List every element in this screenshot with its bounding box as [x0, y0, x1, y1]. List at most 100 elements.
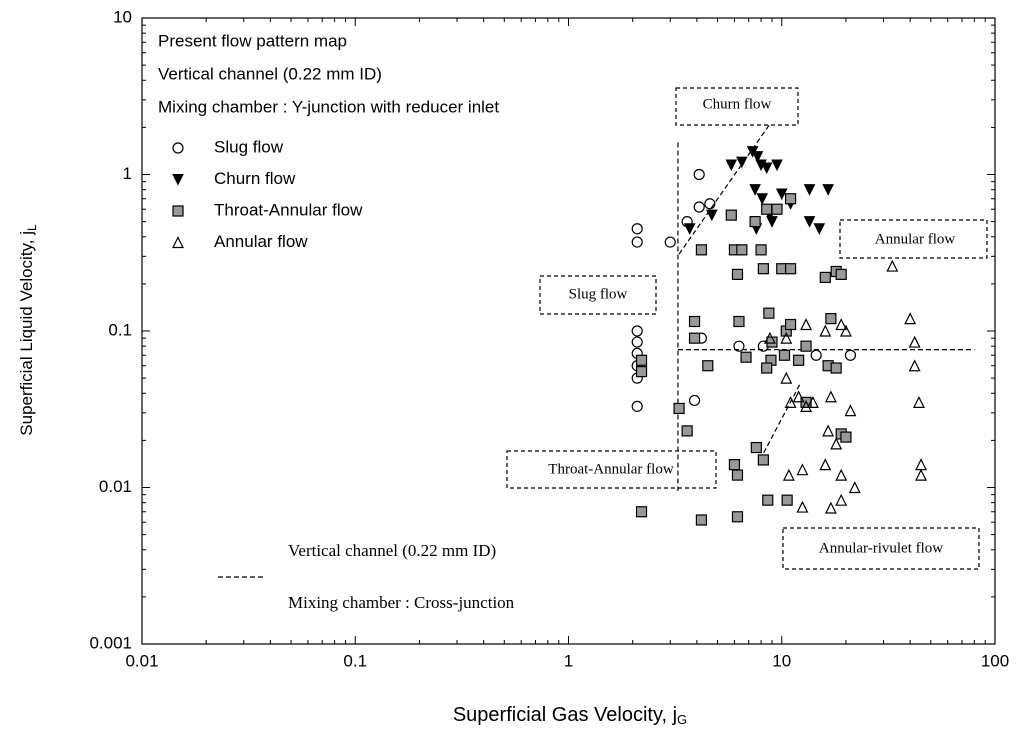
point	[835, 493, 848, 506]
point	[908, 335, 921, 348]
point	[731, 511, 744, 523]
point	[835, 268, 847, 280]
point	[781, 494, 793, 506]
point	[733, 315, 745, 328]
point	[904, 312, 917, 325]
point	[844, 349, 857, 361]
point	[725, 209, 737, 221]
point	[793, 354, 805, 366]
dashed-legend-text: Vertical channel (0.22 mm ID)	[288, 541, 496, 560]
point	[771, 159, 783, 172]
point	[172, 142, 184, 154]
point	[757, 263, 769, 275]
point	[778, 349, 791, 361]
point	[784, 193, 797, 205]
y-axis-label-sub: L	[25, 224, 39, 231]
point	[763, 331, 776, 344]
point	[725, 159, 738, 172]
point	[803, 216, 816, 228]
point	[635, 354, 648, 366]
region-box	[675, 87, 799, 126]
info-text: Vertical channel (0.22 mm ID)	[158, 64, 382, 83]
point	[635, 506, 648, 518]
region-box	[839, 219, 988, 259]
point	[813, 223, 826, 235]
point	[740, 351, 752, 363]
region-box	[539, 275, 657, 315]
point	[688, 332, 701, 344]
point	[763, 307, 775, 319]
y-tick-label: 1	[123, 164, 132, 183]
legend-label: Churn flow	[214, 169, 296, 188]
point	[824, 501, 837, 514]
point	[733, 340, 745, 352]
point	[819, 271, 831, 284]
point	[749, 216, 761, 228]
point	[775, 188, 788, 201]
point	[824, 390, 837, 403]
point	[771, 203, 783, 215]
point	[796, 500, 809, 513]
point	[825, 313, 837, 325]
point	[780, 331, 793, 344]
point	[830, 362, 842, 374]
point	[731, 268, 744, 280]
point	[755, 244, 767, 256]
info-text: Present flow pattern map	[158, 31, 347, 50]
point	[664, 236, 676, 248]
point	[757, 454, 769, 466]
x-axis-label-sub: G	[677, 712, 687, 727]
point	[784, 263, 797, 275]
dashed-legend-text: Mixing chamber : Cross-junction	[288, 593, 515, 612]
point	[750, 441, 762, 454]
region-box	[506, 450, 717, 489]
legend-label: Annular flow	[214, 232, 308, 251]
point	[681, 425, 693, 437]
y-axis-label: Superficial Liquid Velocity, jL	[17, 224, 39, 436]
point	[760, 162, 773, 175]
point	[822, 424, 835, 437]
point	[792, 390, 805, 403]
point	[706, 209, 718, 222]
y-axis-label-text: Superficial Liquid Velocity, j	[17, 231, 36, 436]
y-tick-label: 0.001	[89, 633, 132, 652]
point	[835, 468, 848, 481]
point	[172, 236, 184, 249]
point	[749, 184, 761, 196]
point	[172, 205, 184, 217]
point	[688, 315, 701, 328]
point	[796, 463, 809, 476]
boundary-line	[678, 123, 771, 255]
x-tick-label: 1	[564, 651, 573, 670]
point	[683, 223, 696, 235]
point	[915, 468, 928, 481]
point	[912, 396, 925, 408]
region-label: Throat-Annular flow	[548, 461, 674, 477]
region-label: Slug flow	[569, 286, 628, 302]
point	[693, 168, 705, 181]
y-tick-label: 10	[113, 7, 132, 26]
point	[848, 481, 861, 494]
point	[635, 366, 648, 378]
point	[631, 325, 643, 337]
point	[839, 324, 852, 337]
point	[835, 318, 848, 331]
point	[756, 193, 769, 205]
point	[631, 336, 643, 348]
point	[886, 259, 899, 272]
point	[782, 468, 795, 481]
point	[736, 156, 748, 169]
point	[822, 184, 834, 196]
point	[840, 431, 852, 443]
x-tick-label: 0.1	[343, 651, 367, 670]
boundary-line	[759, 383, 801, 461]
point	[908, 359, 921, 372]
region-label: Churn flow	[703, 96, 772, 112]
region-label: Annular flow	[875, 231, 956, 247]
point	[702, 360, 714, 372]
point	[806, 396, 819, 408]
x-tick-label: 100	[981, 651, 1009, 670]
point	[830, 437, 843, 450]
point	[761, 203, 773, 215]
